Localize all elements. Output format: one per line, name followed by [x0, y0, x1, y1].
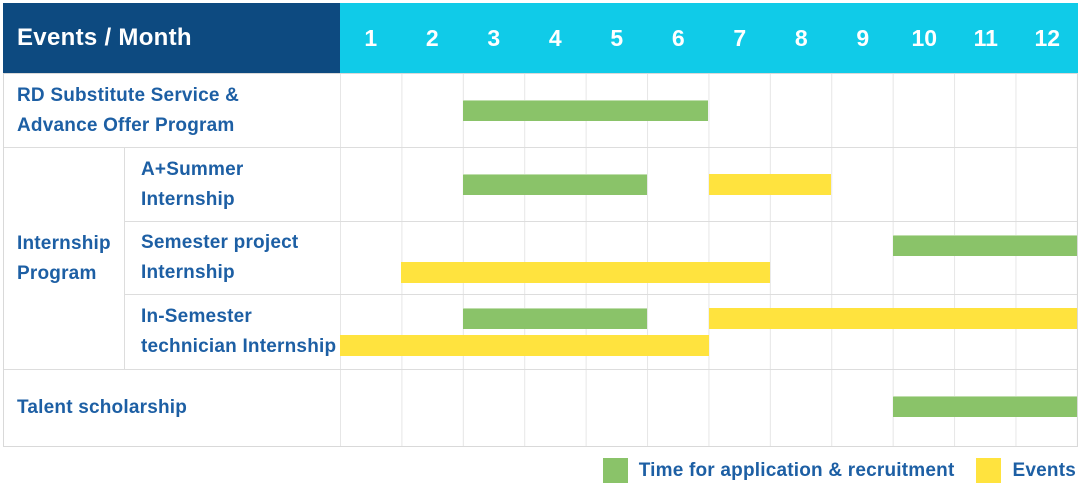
bar-yellow-a-plus-summer-internship — [708, 174, 832, 195]
group-label-text: Internship Program — [17, 232, 111, 284]
legend-item-green: Time for application & recruitment — [602, 458, 955, 483]
bar-yellow-semester-project-internship — [401, 262, 770, 283]
row-label-talent-scholarship: Talent scholarship — [4, 370, 340, 446]
table-row-in-semester-technician-internship: In-Semester technician Internship — [124, 295, 1077, 369]
chart-row-a-plus-summer-internship — [340, 148, 1077, 221]
chart-row-rd-substitute-service — [340, 74, 1077, 147]
month-header-3: 3 — [487, 24, 501, 51]
group-subrows: A+Summer Internship Semester project Intern… — [124, 148, 1077, 369]
legend: Time for application & recruitment Events — [581, 458, 1076, 483]
bar-green-in-semester-technician-internship — [462, 308, 648, 329]
month-header: 1 2 3 4 5 6 7 8 9 10 11 12 — [340, 3, 1078, 73]
month-header-7: 7 — [733, 24, 747, 51]
legend-label-yellow: Events — [1012, 459, 1076, 481]
legend-label-green: Time for application & recruitment — [638, 459, 955, 481]
month-header-11: 11 — [973, 24, 998, 51]
bar-green-a-plus-summer-internship — [462, 174, 648, 195]
table-row-a-plus-summer-internship: A+Summer Internship — [124, 148, 1077, 222]
table-body: RD Substitute Service & Advance Offer Pro… — [3, 73, 1078, 447]
row-label-rd-substitute-service: RD Substitute Service & Advance Offer Pro… — [4, 74, 340, 147]
row-label-semester-project-internship: Semester project Internship — [124, 222, 340, 294]
month-header-6: 6 — [671, 24, 685, 51]
month-header-10: 10 — [911, 24, 938, 51]
group-label-internship-program: Internship Program — [4, 148, 124, 369]
month-header-5: 5 — [610, 24, 624, 51]
month-header-1: 1 — [364, 24, 378, 51]
row-label-text: A+Summer Internship — [141, 158, 244, 210]
row-label-a-plus-summer-internship: A+Summer Internship — [124, 148, 340, 221]
row-label-in-semester-technician-internship: In-Semester technician Internship — [124, 295, 340, 369]
bar-green-talent-scholarship — [892, 396, 1077, 417]
table-row-talent-scholarship: Talent scholarship — [4, 370, 1077, 446]
legend-swatch-green-icon — [602, 458, 628, 483]
group-band-internship-program: Internship Program A+Summer Internship Semes… — [4, 148, 1077, 370]
bar-yellow-in-semester-technician-internship — [708, 308, 1077, 329]
table-row-rd-substitute-service: RD Substitute Service & Advance Offer Pro… — [4, 74, 1077, 148]
month-header-8: 8 — [794, 24, 808, 51]
legend-swatch-yellow-icon — [976, 458, 1002, 483]
row-label-text: Semester project Internship — [141, 232, 299, 283]
row-label-text: In-Semester technician Internship — [141, 306, 337, 357]
chart-row-talent-scholarship — [340, 370, 1077, 446]
header-events-month-cell: Events / Month — [3, 3, 340, 73]
month-header-9: 9 — [856, 24, 870, 51]
bar-green-rd-substitute-service — [462, 100, 709, 121]
chart-row-semester-project-internship — [340, 222, 1077, 294]
month-header-12: 12 — [1034, 24, 1061, 51]
events-month-table: Events / Month 1 2 3 4 5 6 7 8 9 10 11 12 RD Substi… — [3, 3, 1078, 447]
bar-yellow-in-semester-technician-internship — [340, 335, 709, 356]
chart-row-in-semester-technician-internship — [340, 295, 1077, 369]
header-events-month-label: Events / Month — [17, 24, 192, 51]
bar-green-semester-project-internship — [892, 235, 1077, 256]
table-header-row: Events / Month 1 2 3 4 5 6 7 8 9 10 11 12 — [3, 3, 1078, 73]
row-label-text: Talent scholarship — [17, 397, 188, 418]
row-label-text: RD Substitute Service & Advance Offer Pro… — [17, 84, 240, 136]
month-header-2: 2 — [425, 24, 439, 51]
month-header-4: 4 — [548, 24, 562, 51]
legend-item-yellow: Events — [976, 458, 1076, 483]
table-row-semester-project-internship: Semester project Internship — [124, 222, 1077, 295]
